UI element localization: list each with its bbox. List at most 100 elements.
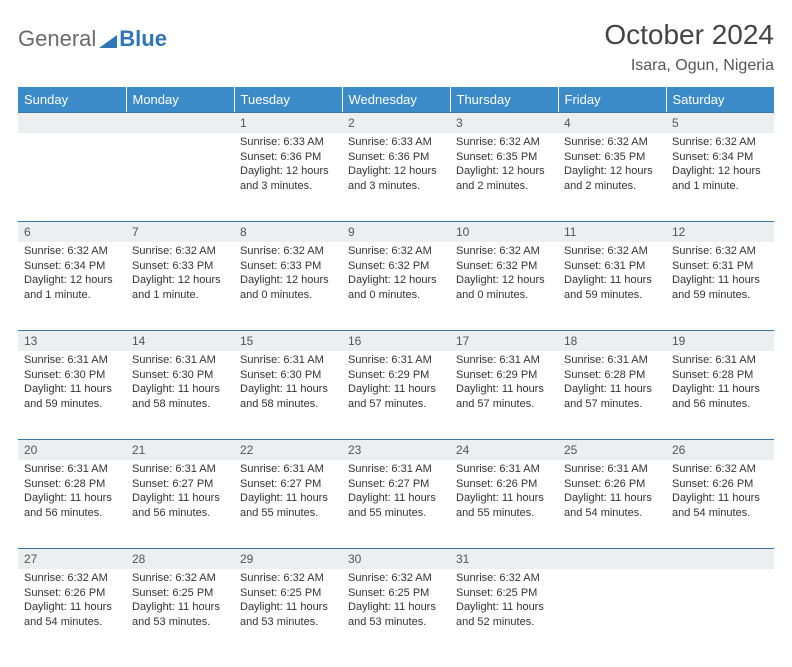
logo-text-general: General <box>18 26 96 52</box>
weekday-header: Tuesday <box>234 87 342 112</box>
weekday-header: Saturday <box>666 87 774 112</box>
day-cell: Sunrise: 6:31 AMSunset: 6:26 PMDaylight:… <box>558 460 666 548</box>
day-number: 1 <box>234 112 342 133</box>
day-details: Sunrise: 6:32 AMSunset: 6:25 PMDaylight:… <box>450 569 558 634</box>
sunrise-line: Sunrise: 6:31 AM <box>132 353 228 368</box>
sunset-line: Sunset: 6:31 PM <box>672 259 768 274</box>
daylight-line: Daylight: 12 hours and 1 minute. <box>24 273 120 303</box>
day-cell: Sunrise: 6:31 AMSunset: 6:28 PMDaylight:… <box>666 351 774 439</box>
logo-text-blue: Blue <box>119 26 167 52</box>
sunrise-line: Sunrise: 6:31 AM <box>24 353 120 368</box>
week-row: Sunrise: 6:33 AMSunset: 6:36 PMDaylight:… <box>18 133 774 221</box>
sunset-line: Sunset: 6:27 PM <box>348 477 444 492</box>
day-cell: Sunrise: 6:31 AMSunset: 6:26 PMDaylight:… <box>450 460 558 548</box>
header: General Blue October 2024 Isara, Ogun, N… <box>18 20 774 75</box>
sunrise-line: Sunrise: 6:32 AM <box>456 244 552 259</box>
daynum-row: 6789101112 <box>18 221 774 242</box>
sunset-line: Sunset: 6:30 PM <box>132 368 228 383</box>
day-details: Sunrise: 6:32 AMSunset: 6:26 PMDaylight:… <box>18 569 126 634</box>
daylight-line: Daylight: 11 hours and 52 minutes. <box>456 600 552 630</box>
location: Isara, Ogun, Nigeria <box>604 57 774 75</box>
sunrise-line: Sunrise: 6:32 AM <box>672 462 768 477</box>
sunrise-line: Sunrise: 6:32 AM <box>240 244 336 259</box>
daylight-line: Daylight: 12 hours and 3 minutes. <box>240 164 336 194</box>
calendar-table: SundayMondayTuesdayWednesdayThursdayFrid… <box>18 87 774 657</box>
sunset-line: Sunset: 6:26 PM <box>564 477 660 492</box>
day-cell: Sunrise: 6:32 AMSunset: 6:33 PMDaylight:… <box>126 242 234 330</box>
sunrise-line: Sunrise: 6:32 AM <box>24 244 120 259</box>
day-details: Sunrise: 6:31 AMSunset: 6:28 PMDaylight:… <box>18 460 126 525</box>
daylight-line: Daylight: 11 hours and 55 minutes. <box>240 491 336 521</box>
weekday-header: Wednesday <box>342 87 450 112</box>
week-row: Sunrise: 6:32 AMSunset: 6:34 PMDaylight:… <box>18 242 774 330</box>
day-cell: Sunrise: 6:33 AMSunset: 6:36 PMDaylight:… <box>234 133 342 221</box>
day-number: 20 <box>18 439 126 460</box>
day-number: 17 <box>450 330 558 351</box>
daylight-line: Daylight: 11 hours and 56 minutes. <box>672 382 768 412</box>
sunrise-line: Sunrise: 6:31 AM <box>456 353 552 368</box>
sunset-line: Sunset: 6:25 PM <box>456 586 552 601</box>
daynum-row: 2728293031 <box>18 548 774 569</box>
week-row: Sunrise: 6:31 AMSunset: 6:28 PMDaylight:… <box>18 460 774 548</box>
month-title: October 2024 <box>604 20 774 51</box>
sunset-line: Sunset: 6:32 PM <box>348 259 444 274</box>
day-cell: Sunrise: 6:32 AMSunset: 6:25 PMDaylight:… <box>450 569 558 657</box>
day-number: 4 <box>558 112 666 133</box>
daylight-line: Daylight: 12 hours and 0 minutes. <box>456 273 552 303</box>
day-number: 10 <box>450 221 558 242</box>
day-details: Sunrise: 6:31 AMSunset: 6:27 PMDaylight:… <box>126 460 234 525</box>
sunset-line: Sunset: 6:30 PM <box>240 368 336 383</box>
day-number-empty <box>18 112 126 133</box>
weekday-header: Sunday <box>18 87 126 112</box>
day-number: 30 <box>342 548 450 569</box>
day-details: Sunrise: 6:32 AMSunset: 6:35 PMDaylight:… <box>558 133 666 198</box>
day-number: 19 <box>666 330 774 351</box>
sunrise-line: Sunrise: 6:31 AM <box>348 462 444 477</box>
day-number: 2 <box>342 112 450 133</box>
sunrise-line: Sunrise: 6:33 AM <box>240 135 336 150</box>
day-number-empty <box>126 112 234 133</box>
sunrise-line: Sunrise: 6:31 AM <box>672 353 768 368</box>
daylight-line: Daylight: 12 hours and 3 minutes. <box>348 164 444 194</box>
day-number: 6 <box>18 221 126 242</box>
day-number: 8 <box>234 221 342 242</box>
day-details: Sunrise: 6:32 AMSunset: 6:33 PMDaylight:… <box>234 242 342 307</box>
calendar-page: General Blue October 2024 Isara, Ogun, N… <box>0 0 792 667</box>
day-details: Sunrise: 6:33 AMSunset: 6:36 PMDaylight:… <box>342 133 450 198</box>
sunset-line: Sunset: 6:33 PM <box>132 259 228 274</box>
daylight-line: Daylight: 11 hours and 57 minutes. <box>564 382 660 412</box>
day-number: 23 <box>342 439 450 460</box>
sunset-line: Sunset: 6:25 PM <box>240 586 336 601</box>
day-number: 28 <box>126 548 234 569</box>
sunset-line: Sunset: 6:29 PM <box>456 368 552 383</box>
day-cell: Sunrise: 6:32 AMSunset: 6:34 PMDaylight:… <box>666 133 774 221</box>
day-number: 3 <box>450 112 558 133</box>
weekday-header: Monday <box>126 87 234 112</box>
daylight-line: Daylight: 12 hours and 1 minute. <box>132 273 228 303</box>
sunrise-line: Sunrise: 6:31 AM <box>564 353 660 368</box>
sunset-line: Sunset: 6:36 PM <box>240 150 336 165</box>
day-details: Sunrise: 6:33 AMSunset: 6:36 PMDaylight:… <box>234 133 342 198</box>
sunset-line: Sunset: 6:29 PM <box>348 368 444 383</box>
day-number: 18 <box>558 330 666 351</box>
day-details: Sunrise: 6:32 AMSunset: 6:25 PMDaylight:… <box>234 569 342 634</box>
day-number: 27 <box>18 548 126 569</box>
sunrise-line: Sunrise: 6:31 AM <box>24 462 120 477</box>
day-number: 9 <box>342 221 450 242</box>
sunrise-line: Sunrise: 6:32 AM <box>672 135 768 150</box>
sunset-line: Sunset: 6:31 PM <box>564 259 660 274</box>
day-cell: Sunrise: 6:32 AMSunset: 6:26 PMDaylight:… <box>18 569 126 657</box>
sunrise-line: Sunrise: 6:32 AM <box>348 571 444 586</box>
sunset-line: Sunset: 6:26 PM <box>456 477 552 492</box>
day-cell: Sunrise: 6:31 AMSunset: 6:30 PMDaylight:… <box>234 351 342 439</box>
sunset-line: Sunset: 6:32 PM <box>456 259 552 274</box>
day-cell: Sunrise: 6:31 AMSunset: 6:27 PMDaylight:… <box>234 460 342 548</box>
day-cell: Sunrise: 6:32 AMSunset: 6:34 PMDaylight:… <box>18 242 126 330</box>
daylight-line: Daylight: 12 hours and 0 minutes. <box>348 273 444 303</box>
daylight-line: Daylight: 11 hours and 58 minutes. <box>132 382 228 412</box>
day-cell: Sunrise: 6:31 AMSunset: 6:28 PMDaylight:… <box>18 460 126 548</box>
day-cell: Sunrise: 6:32 AMSunset: 6:35 PMDaylight:… <box>450 133 558 221</box>
sunrise-line: Sunrise: 6:33 AM <box>348 135 444 150</box>
day-cell-empty <box>666 569 774 657</box>
sunset-line: Sunset: 6:35 PM <box>564 150 660 165</box>
